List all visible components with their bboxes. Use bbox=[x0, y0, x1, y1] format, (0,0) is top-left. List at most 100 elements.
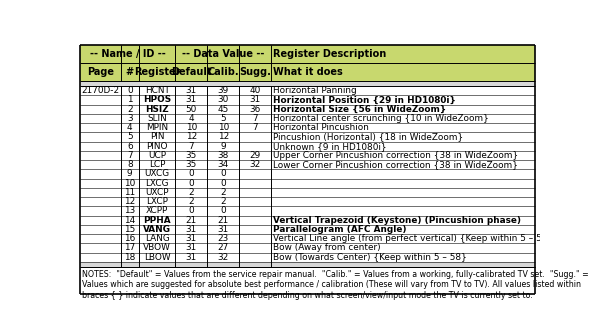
Text: HSIZ: HSIZ bbox=[145, 105, 169, 114]
Text: Unknown {9 in HD1080i}: Unknown {9 in HD1080i} bbox=[274, 142, 387, 151]
Text: HPOS: HPOS bbox=[143, 96, 171, 105]
Text: 2: 2 bbox=[220, 197, 226, 206]
Text: 31: 31 bbox=[218, 225, 229, 234]
Text: 1: 1 bbox=[127, 96, 133, 105]
Text: 21: 21 bbox=[218, 216, 229, 225]
Text: 12: 12 bbox=[218, 133, 229, 142]
Text: 30: 30 bbox=[218, 96, 229, 105]
Text: 31: 31 bbox=[185, 86, 197, 95]
Text: Vertical Trapezoid (Keystone) (Pincushion phase): Vertical Trapezoid (Keystone) (Pincushio… bbox=[274, 216, 521, 225]
Text: 7: 7 bbox=[252, 123, 258, 132]
Text: Horizontal Position {29 in HD1080i}: Horizontal Position {29 in HD1080i} bbox=[274, 96, 456, 105]
Bar bbox=[80, 252, 535, 262]
Text: Register Description: Register Description bbox=[274, 49, 386, 59]
Text: 6: 6 bbox=[127, 142, 133, 151]
Text: SLIN: SLIN bbox=[147, 114, 167, 123]
Text: -- Name / ID --: -- Name / ID -- bbox=[89, 49, 166, 59]
Bar bbox=[80, 151, 535, 160]
Text: -- Data Value --: -- Data Value -- bbox=[182, 49, 265, 59]
Text: 35: 35 bbox=[185, 160, 197, 169]
Text: PINO: PINO bbox=[146, 142, 168, 151]
Text: Bow (Towards Center) {Keep within 5 – 58}: Bow (Towards Center) {Keep within 5 – 58… bbox=[274, 253, 467, 262]
Text: What it does: What it does bbox=[274, 67, 343, 77]
Text: 31: 31 bbox=[185, 234, 197, 243]
Text: PPHA: PPHA bbox=[143, 216, 171, 225]
Text: Lower Corner Pincushion correction {38 in WideZoom}: Lower Corner Pincushion correction {38 i… bbox=[274, 160, 518, 169]
Text: Upper Corner Pincushion correction {38 in WideZoom}: Upper Corner Pincushion correction {38 i… bbox=[274, 151, 518, 160]
Text: NOTES:  "Default" = Values from the service repair manual.  "Calib." = Values fr: NOTES: "Default" = Values from the servi… bbox=[82, 270, 589, 300]
Bar bbox=[80, 169, 535, 178]
Text: 12: 12 bbox=[185, 133, 197, 142]
Text: 2: 2 bbox=[188, 188, 194, 197]
Bar bbox=[80, 123, 535, 132]
Bar bbox=[80, 197, 535, 206]
Text: 15: 15 bbox=[124, 225, 136, 234]
Text: VBOW: VBOW bbox=[143, 243, 171, 252]
Text: 31: 31 bbox=[185, 225, 197, 234]
Bar bbox=[80, 132, 535, 142]
Text: VANG: VANG bbox=[143, 225, 171, 234]
Text: 5: 5 bbox=[127, 133, 133, 142]
Text: 31: 31 bbox=[250, 96, 261, 105]
Bar bbox=[80, 188, 535, 197]
Text: Default: Default bbox=[171, 67, 212, 77]
Text: 32: 32 bbox=[250, 160, 261, 169]
Bar bbox=[80, 105, 535, 114]
Text: 27: 27 bbox=[218, 243, 229, 252]
Bar bbox=[80, 206, 535, 215]
Text: Page: Page bbox=[86, 67, 113, 77]
Bar bbox=[80, 215, 535, 225]
Text: UXCG: UXCG bbox=[145, 169, 170, 178]
Text: 34: 34 bbox=[218, 160, 229, 169]
Text: 40: 40 bbox=[250, 86, 261, 95]
Text: Bow (Away from center): Bow (Away from center) bbox=[274, 243, 381, 252]
Text: 7: 7 bbox=[127, 151, 133, 160]
Text: Sugg.: Sugg. bbox=[239, 67, 271, 77]
Text: 8: 8 bbox=[127, 160, 133, 169]
Text: Horizontal Size {56 in WideZoom}: Horizontal Size {56 in WideZoom} bbox=[274, 105, 446, 114]
Text: UXCP: UXCP bbox=[145, 188, 169, 197]
Text: UCP: UCP bbox=[148, 151, 166, 160]
Text: 7: 7 bbox=[188, 142, 194, 151]
Text: 2: 2 bbox=[127, 105, 133, 114]
Text: 38: 38 bbox=[218, 151, 229, 160]
Text: LCP: LCP bbox=[149, 160, 166, 169]
Text: 12: 12 bbox=[124, 197, 136, 206]
Text: 45: 45 bbox=[218, 105, 229, 114]
Bar bbox=[80, 114, 535, 123]
Text: LXCG: LXCG bbox=[145, 179, 169, 188]
Text: 0: 0 bbox=[220, 206, 226, 215]
Bar bbox=[80, 262, 535, 267]
Text: 17: 17 bbox=[124, 243, 136, 252]
Text: MPIN: MPIN bbox=[146, 123, 168, 132]
Text: PIN: PIN bbox=[150, 133, 164, 142]
Text: 13: 13 bbox=[124, 206, 136, 215]
Text: Vertical Line angle (from perfect vertical) {Keep within 5 – 58}: Vertical Line angle (from perfect vertic… bbox=[274, 234, 553, 243]
Text: 0: 0 bbox=[220, 169, 226, 178]
Text: 31: 31 bbox=[185, 253, 197, 262]
Bar bbox=[80, 178, 535, 188]
Text: LBOW: LBOW bbox=[144, 253, 170, 262]
Text: 2: 2 bbox=[188, 197, 194, 206]
Bar bbox=[80, 234, 535, 243]
Text: LANG: LANG bbox=[145, 234, 169, 243]
Text: #: # bbox=[126, 67, 134, 77]
Text: 9: 9 bbox=[127, 169, 133, 178]
Text: 16: 16 bbox=[124, 234, 136, 243]
Text: 10: 10 bbox=[185, 123, 197, 132]
Text: 2: 2 bbox=[220, 188, 226, 197]
Text: 31: 31 bbox=[185, 96, 197, 105]
Text: XCPP: XCPP bbox=[146, 206, 168, 215]
Text: 2170D-2: 2170D-2 bbox=[81, 86, 119, 95]
Text: LXCP: LXCP bbox=[146, 197, 168, 206]
Text: 0: 0 bbox=[127, 86, 133, 95]
Text: 21: 21 bbox=[185, 216, 197, 225]
Bar bbox=[80, 225, 535, 234]
Bar bbox=[80, 81, 535, 86]
Text: 10: 10 bbox=[124, 179, 136, 188]
Text: 0: 0 bbox=[188, 179, 194, 188]
Text: 10: 10 bbox=[218, 123, 229, 132]
Text: 32: 32 bbox=[218, 253, 229, 262]
Bar bbox=[80, 160, 535, 169]
Text: HCNT: HCNT bbox=[145, 86, 170, 95]
